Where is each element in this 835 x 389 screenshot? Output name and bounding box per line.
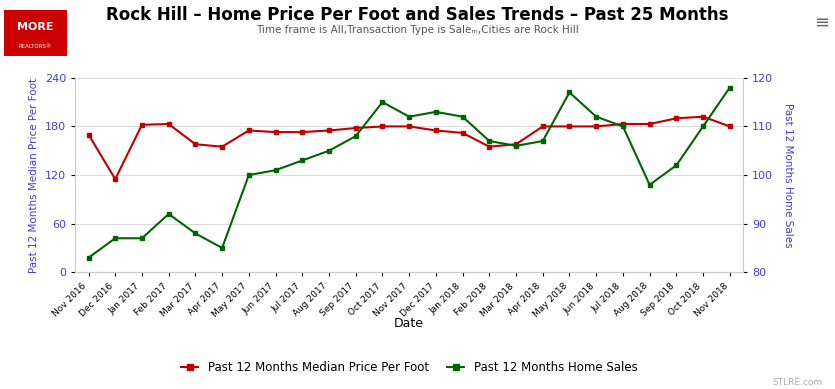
Past 12 Months Median Price Per Foot xyxy=(564,124,574,129)
Past 12 Months Home Sales xyxy=(564,90,574,95)
Past 12 Months Median Price Per Foot xyxy=(484,144,494,149)
Past 12 Months Median Price Per Foot xyxy=(538,124,548,129)
Past 12 Months Home Sales xyxy=(538,139,548,144)
Past 12 Months Median Price Per Foot xyxy=(137,123,147,127)
Past 12 Months Median Price Per Foot xyxy=(244,128,254,133)
Past 12 Months Home Sales xyxy=(458,114,468,119)
Past 12 Months Home Sales xyxy=(671,163,681,168)
Past 12 Months Median Price Per Foot xyxy=(351,126,361,130)
Past 12 Months Home Sales xyxy=(591,114,601,119)
Line: Past 12 Months Median Price Per Foot: Past 12 Months Median Price Per Foot xyxy=(86,114,732,182)
Past 12 Months Home Sales xyxy=(484,139,494,144)
Past 12 Months Median Price Per Foot xyxy=(458,131,468,135)
Past 12 Months Home Sales xyxy=(164,212,174,216)
Past 12 Months Home Sales xyxy=(351,134,361,138)
Past 12 Months Median Price Per Foot xyxy=(671,116,681,121)
Legend: Past 12 Months Median Price Per Foot, Past 12 Months Home Sales: Past 12 Months Median Price Per Foot, Pa… xyxy=(176,357,642,379)
Past 12 Months Home Sales xyxy=(324,148,334,153)
Y-axis label: Past 12 Months Median Price Per Foot: Past 12 Months Median Price Per Foot xyxy=(29,77,39,273)
Past 12 Months Home Sales xyxy=(137,236,147,240)
Past 12 Months Median Price Per Foot xyxy=(297,130,307,135)
Past 12 Months Median Price Per Foot xyxy=(618,122,628,126)
Y-axis label: Past 12 Months Home Sales: Past 12 Months Home Sales xyxy=(782,103,792,247)
Text: ≡: ≡ xyxy=(814,14,829,32)
Line: Past 12 Months Home Sales: Past 12 Months Home Sales xyxy=(86,85,732,260)
Text: REALTORS®: REALTORS® xyxy=(19,44,52,49)
Text: Rock Hill – Home Price Per Foot and Sales Trends – Past 25 Months: Rock Hill – Home Price Per Foot and Sale… xyxy=(106,6,729,24)
Past 12 Months Median Price Per Foot xyxy=(404,124,414,129)
Past 12 Months Home Sales xyxy=(404,114,414,119)
Past 12 Months Home Sales xyxy=(645,182,655,187)
Past 12 Months Median Price Per Foot xyxy=(511,142,521,147)
Past 12 Months Home Sales xyxy=(110,236,120,240)
Past 12 Months Median Price Per Foot xyxy=(645,122,655,126)
Past 12 Months Median Price Per Foot xyxy=(324,128,334,133)
Past 12 Months Home Sales xyxy=(431,109,441,114)
Past 12 Months Median Price Per Foot xyxy=(698,114,708,119)
Past 12 Months Median Price Per Foot xyxy=(164,122,174,126)
Past 12 Months Median Price Per Foot xyxy=(84,132,94,137)
Past 12 Months Home Sales xyxy=(217,246,227,251)
Past 12 Months Home Sales xyxy=(511,144,521,148)
Past 12 Months Home Sales xyxy=(190,231,200,236)
Text: STLRE.com: STLRE.com xyxy=(772,378,822,387)
Past 12 Months Home Sales xyxy=(377,100,387,104)
Text: Date: Date xyxy=(394,317,424,330)
Past 12 Months Home Sales xyxy=(698,124,708,129)
Past 12 Months Median Price Per Foot xyxy=(725,124,735,129)
Text: Time frame is All,Transaction Type is Saleₘ,Cities are Rock Hill: Time frame is All,Transaction Type is Sa… xyxy=(256,25,579,35)
Past 12 Months Median Price Per Foot xyxy=(377,124,387,129)
Past 12 Months Home Sales xyxy=(271,168,281,172)
Past 12 Months Home Sales xyxy=(84,255,94,260)
Past 12 Months Home Sales xyxy=(618,124,628,129)
Past 12 Months Home Sales xyxy=(725,85,735,90)
Past 12 Months Median Price Per Foot xyxy=(591,124,601,129)
Past 12 Months Median Price Per Foot xyxy=(217,144,227,149)
Past 12 Months Median Price Per Foot xyxy=(190,142,200,147)
Text: MORE: MORE xyxy=(18,23,53,32)
Past 12 Months Median Price Per Foot xyxy=(271,130,281,135)
Past 12 Months Home Sales xyxy=(297,158,307,163)
Past 12 Months Median Price Per Foot xyxy=(110,177,120,181)
Past 12 Months Home Sales xyxy=(244,173,254,177)
Past 12 Months Median Price Per Foot xyxy=(431,128,441,133)
